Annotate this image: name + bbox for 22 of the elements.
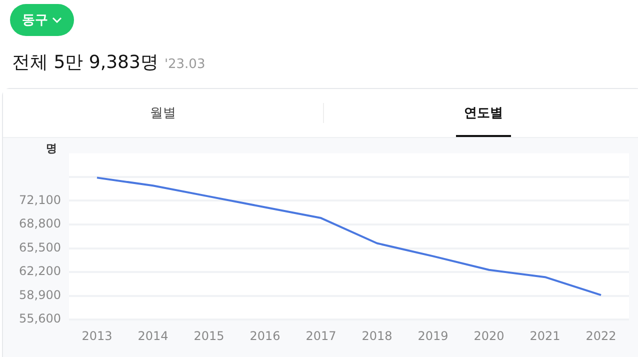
- x-tick-label: 2017: [306, 328, 336, 343]
- x-tick-label: 2022: [586, 328, 616, 343]
- x-tick-label: 2020: [474, 328, 504, 343]
- y-tick-label: 58,900: [18, 288, 61, 302]
- y-tick-label: 68,800: [18, 216, 61, 231]
- x-tick-label: 2019: [418, 328, 448, 343]
- x-tick-label: 2014: [138, 328, 168, 343]
- x-tick-label: 2021: [530, 328, 560, 343]
- x-tick-label: 2016: [250, 328, 280, 343]
- x-tick-label: 2013: [82, 328, 112, 343]
- y-tick-label: 72,100: [18, 192, 61, 207]
- text: 월별: [148, 105, 177, 123]
- chart-title: 전체 5만 9,383명: [12, 52, 158, 73]
- text: 동구: [22, 12, 48, 29]
- y-tick-label: 55,600: [18, 312, 61, 326]
- y-tick-label: 62,200: [18, 264, 61, 278]
- text: 연도별: [456, 89, 511, 137]
- x-tick-label: 2015: [194, 328, 224, 343]
- y-tick-label: 65,500: [18, 240, 61, 254]
- y-axis-title: 명: [46, 142, 57, 156]
- chart-subtitle: '23.03: [164, 57, 206, 72]
- x-tick-label: 2018: [362, 328, 392, 343]
